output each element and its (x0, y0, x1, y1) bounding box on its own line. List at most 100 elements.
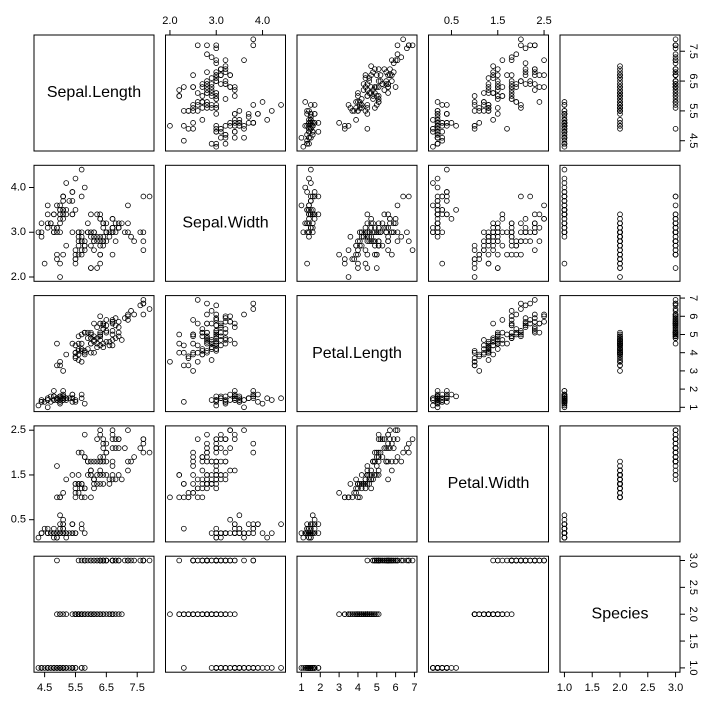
point (513, 331, 520, 338)
point (494, 333, 501, 340)
point (672, 331, 679, 338)
point (204, 472, 210, 478)
point (140, 238, 147, 245)
point (541, 202, 547, 209)
point (311, 516, 318, 523)
point (485, 346, 492, 352)
point (181, 525, 187, 532)
point (72, 355, 79, 361)
point (100, 472, 107, 478)
point (481, 90, 487, 96)
point (306, 108, 312, 114)
point (268, 530, 275, 536)
point (91, 229, 97, 236)
point (213, 96, 220, 102)
point (494, 224, 501, 231)
point (41, 665, 48, 671)
point (494, 111, 501, 117)
point (364, 102, 371, 108)
point (97, 472, 103, 478)
point (398, 54, 405, 60)
point (204, 87, 210, 93)
point (349, 256, 356, 262)
point (222, 123, 229, 129)
point (377, 557, 384, 564)
point (176, 331, 183, 338)
point (485, 81, 492, 87)
point (213, 342, 220, 349)
point (63, 242, 70, 249)
point (115, 557, 122, 564)
point (57, 494, 63, 501)
point (617, 349, 623, 356)
point (78, 494, 85, 501)
point (364, 105, 371, 111)
point (561, 137, 568, 144)
point (368, 485, 374, 492)
point (490, 75, 496, 81)
point (140, 300, 147, 307)
point (617, 102, 623, 108)
point (471, 247, 478, 253)
point (204, 349, 210, 356)
point (181, 481, 187, 487)
point (536, 224, 543, 231)
point (128, 233, 134, 240)
point (112, 557, 119, 564)
panel (559, 425, 681, 543)
point (561, 530, 568, 536)
point (536, 320, 543, 327)
point (204, 99, 210, 105)
point (518, 300, 524, 307)
point (213, 525, 220, 532)
point (181, 108, 187, 114)
point (100, 238, 107, 245)
point (508, 611, 515, 617)
point (250, 36, 257, 43)
point (672, 90, 679, 96)
point (379, 436, 386, 442)
point (398, 458, 405, 465)
point (387, 66, 393, 72)
point (360, 611, 367, 617)
point (508, 313, 515, 320)
point (208, 397, 215, 403)
point (78, 395, 85, 402)
point (231, 395, 238, 402)
point (531, 211, 538, 218)
point (75, 357, 82, 363)
point (306, 123, 312, 129)
point (241, 57, 247, 63)
point (375, 99, 382, 105)
point (485, 102, 492, 108)
point (541, 318, 547, 325)
point (213, 397, 220, 403)
point (471, 358, 478, 365)
point (379, 81, 386, 87)
point (353, 251, 359, 258)
point (115, 224, 122, 231)
point (531, 329, 538, 336)
point (375, 472, 382, 478)
point (672, 96, 679, 102)
x-tick-label: 0.5 (444, 15, 459, 27)
point (78, 348, 85, 354)
point (617, 358, 623, 365)
point (522, 315, 529, 321)
point (372, 458, 378, 465)
point (128, 557, 134, 564)
point (218, 324, 224, 331)
point (213, 42, 220, 49)
point (245, 521, 252, 527)
point (617, 211, 623, 218)
point (213, 329, 220, 336)
point (617, 344, 623, 351)
point (617, 362, 623, 369)
point (213, 69, 220, 75)
point (672, 302, 679, 309)
point (379, 242, 386, 249)
point (394, 427, 401, 433)
panel (296, 295, 418, 413)
point (176, 349, 183, 356)
point (481, 351, 487, 358)
